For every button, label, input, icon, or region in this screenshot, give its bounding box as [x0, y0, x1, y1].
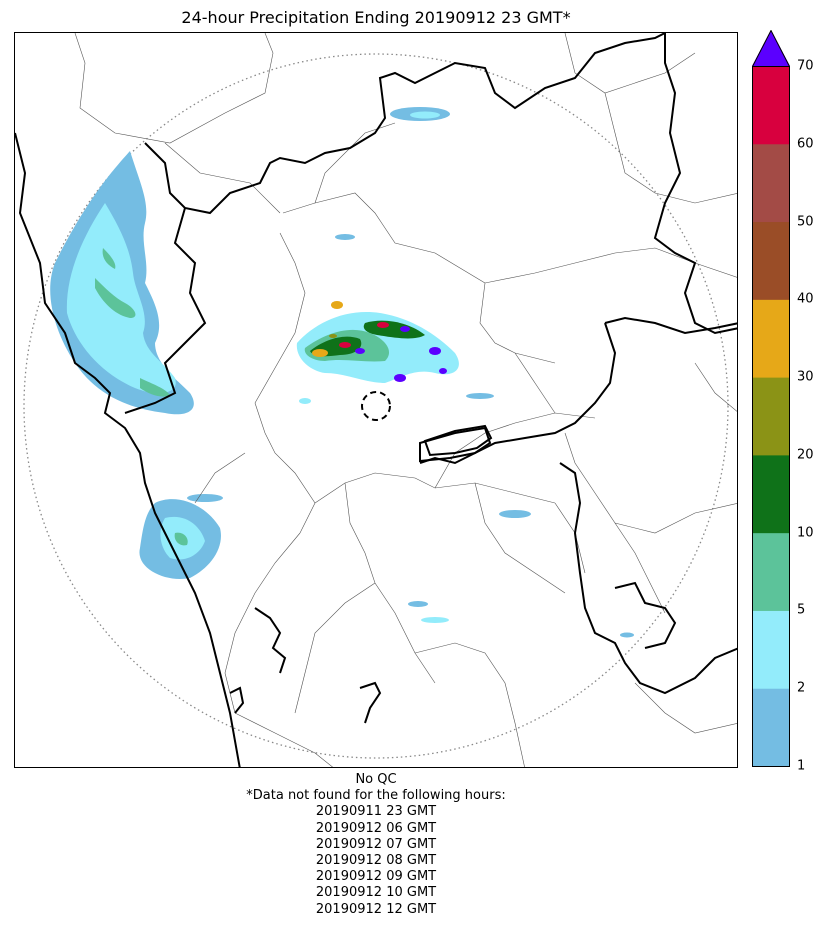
colorbar-bins — [752, 66, 790, 767]
colorbar-bin — [752, 143, 790, 223]
precip-cell-core-1 — [312, 349, 328, 357]
precip-cell-core-9 — [439, 368, 447, 374]
colorbar-tick-label: 5 — [797, 602, 806, 618]
state-boundaries — [15, 33, 737, 767]
missing-hour: 20190912 08 GMT — [315, 853, 437, 869]
colorbar-bin — [752, 454, 790, 534]
colorbar-bin — [752, 66, 790, 145]
precip-cell-center-small — [299, 398, 311, 404]
colorbar-bin — [752, 221, 790, 300]
district-boundaries — [74, 33, 737, 767]
missing-hour: 20190911 23 GMT — [315, 804, 437, 820]
radar-range-ring — [23, 53, 729, 759]
precip-area-west-coast-core-2 — [140, 378, 170, 397]
precip-area-west-coast-core — [95, 278, 136, 318]
precip-colorbar — [752, 30, 790, 767]
missing-data-header: *Data not found for the following hours: — [246, 788, 506, 804]
colorbar-extend-arrow — [752, 30, 790, 66]
precip-cell-south-1 — [408, 601, 428, 607]
missing-hour: 20190912 12 GMT — [315, 901, 437, 917]
missing-hour: 20190912 09 GMT — [315, 869, 437, 885]
precip-cell-core-7 — [429, 347, 441, 355]
map-title: 24-hour Precipitation Ending 20190912 23… — [181, 8, 571, 27]
missing-hour: 20190912 06 GMT — [315, 820, 437, 836]
precip-cell-east-1 — [466, 393, 494, 399]
colorbar-tick-label: 70 — [797, 58, 814, 74]
colorbar-tick-label: 60 — [797, 136, 814, 152]
precip-cell-east-2 — [499, 510, 531, 518]
precip-cell-core-2 — [339, 342, 351, 348]
colorbar-bin — [752, 532, 790, 611]
precip-cell-southeast — [620, 632, 634, 638]
colorbar-tick-label: 1 — [797, 758, 806, 774]
qc-status: No QC — [355, 772, 397, 787]
precip-cell-south-2 — [421, 617, 449, 623]
colorbar-bin — [752, 377, 790, 456]
precip-cell-core-3 — [355, 348, 365, 354]
precip-cell-core-6 — [400, 326, 410, 332]
radar-map — [14, 32, 738, 768]
colorbar-bin — [752, 610, 790, 689]
missing-hour: 20190912 07 GMT — [315, 836, 437, 852]
colorbar-tick-label: 20 — [797, 447, 814, 463]
precip-cell-core-4 — [331, 301, 343, 309]
precip-cell-core-10 — [329, 334, 337, 338]
colorbar-tick-label: 30 — [797, 369, 814, 385]
precip-cell-sw-1 — [187, 494, 223, 502]
colorbar-tick-label: 50 — [797, 214, 814, 230]
precip-cell-core-5 — [377, 322, 389, 328]
precip-cell-north-2 — [335, 234, 355, 240]
precip-cell-north-inner — [410, 111, 440, 119]
precip-area-west-coast-core-3 — [102, 248, 116, 269]
colorbar-tick-label: 2 — [797, 680, 806, 696]
precip-cell-core-8 — [394, 374, 406, 382]
precip-area-west-coast-inner — [66, 203, 176, 394]
radar-site-marker — [361, 391, 391, 421]
colorbar-border — [752, 66, 790, 767]
precip-area-southwest-core — [174, 532, 188, 546]
notes-block: No QC *Data not found for the following … — [14, 772, 738, 918]
colorbar-tick-label: 10 — [797, 525, 814, 541]
colorbar-bin — [752, 688, 790, 767]
colorbar-arrow-border — [752, 30, 790, 67]
map-canvas — [15, 33, 737, 767]
precipitation-overlay — [50, 107, 634, 638]
colorbar-tick-label: 40 — [797, 291, 814, 307]
colorbar-bin — [752, 299, 790, 378]
missing-hour: 20190912 10 GMT — [315, 885, 437, 901]
